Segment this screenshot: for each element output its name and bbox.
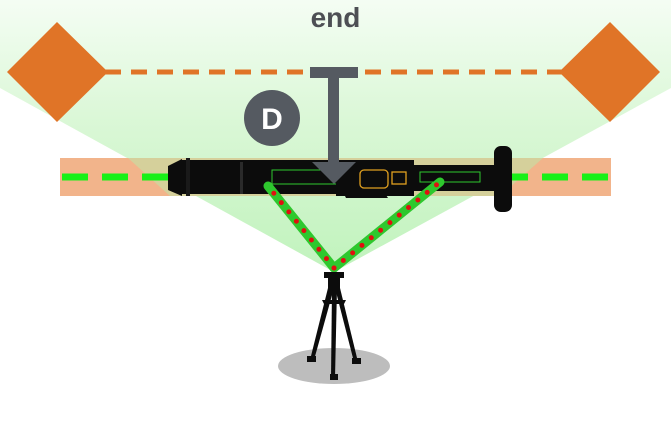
telescopic-scanner-icon — [168, 146, 512, 212]
end-label: end — [310, 2, 361, 33]
distance-marker-circle — [244, 90, 300, 146]
laser-beams — [263, 177, 445, 273]
tripod-icon — [307, 272, 361, 380]
right-target-diamond-icon — [559, 22, 660, 122]
distance-marker-label: D — [261, 103, 283, 136]
left-target-diamond-icon — [7, 22, 108, 122]
distance-arrow — [310, 67, 358, 184]
